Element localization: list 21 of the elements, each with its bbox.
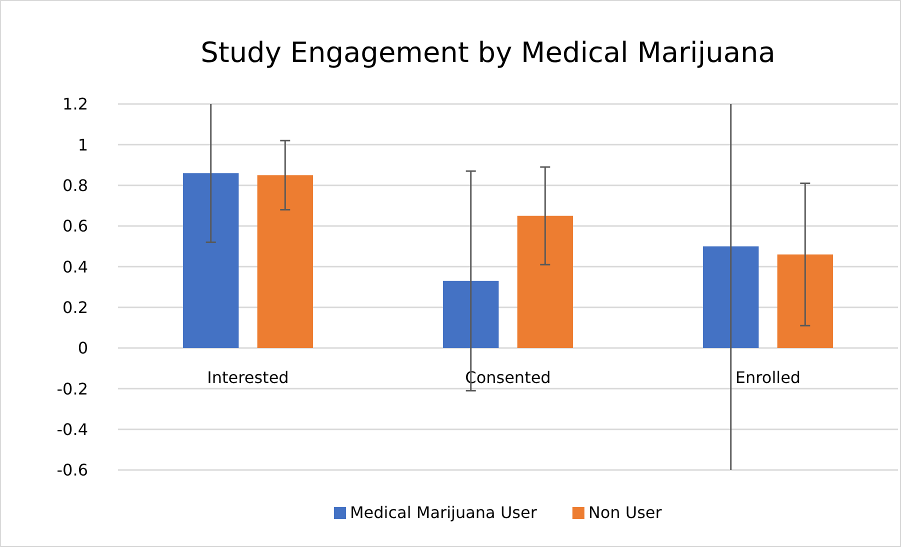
y-tick-label: 0.4 — [62, 257, 88, 276]
legend-label: Medical Marijuana User — [350, 503, 538, 522]
y-tick-label: 0.2 — [62, 298, 88, 317]
y-tick-label: -0.4 — [56, 420, 88, 439]
bar — [257, 175, 313, 348]
bar — [777, 254, 833, 348]
y-tick-label: 0.6 — [62, 216, 88, 236]
bar — [183, 173, 239, 348]
y-tick-label: 0.8 — [62, 176, 88, 195]
legend-label: Non User — [588, 503, 662, 522]
x-tick-label: Interested — [207, 368, 289, 387]
chart-title: Study Engagement by Medical Marijuana — [200, 36, 776, 69]
bar — [517, 216, 573, 348]
bar — [703, 246, 759, 348]
x-tick-label: Enrolled — [735, 368, 801, 387]
y-tick-label: -0.2 — [56, 379, 88, 398]
bar — [443, 280, 499, 348]
y-tick-label: 1.2 — [62, 94, 88, 114]
y-tick-label: 1 — [78, 135, 88, 154]
y-tick-label: -0.6 — [56, 460, 88, 480]
y-tick-label: 0 — [78, 338, 88, 358]
